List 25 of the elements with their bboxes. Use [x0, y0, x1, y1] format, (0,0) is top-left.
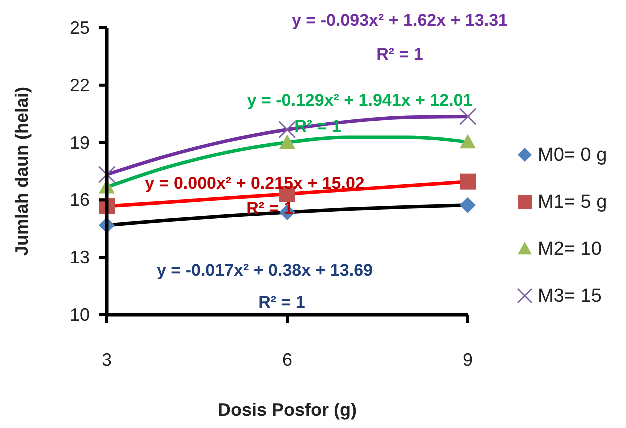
y-tick-label: 16	[70, 190, 90, 210]
point	[98, 166, 116, 184]
legend-label: M2= 10	[538, 238, 602, 260]
annotation: y = -0.093x² + 1.62x + 13.31 R² = 1	[292, 10, 508, 64]
y-tick-label: 22	[70, 75, 90, 96]
x-tick-label: 6	[282, 350, 293, 370]
annotation: y = -0.017x² + 0.38x + 13.69 R² = 1	[157, 260, 373, 312]
legend-label: M3= 15	[538, 286, 602, 306]
y-axis-title: Jumlah daun (helai)	[12, 86, 32, 256]
y-tick-label: 10	[70, 305, 90, 325]
point	[278, 121, 296, 139]
x-tick-label: 3	[102, 350, 112, 370]
y-tick-label: 13	[70, 248, 90, 268]
point	[280, 134, 296, 150]
x-tick-label: 9	[462, 350, 474, 370]
x-axis-title: Dosis Posfor (g)	[218, 400, 358, 420]
legend-label: M0= 0 g	[538, 144, 608, 166]
point	[460, 174, 476, 190]
point	[459, 108, 477, 126]
point	[460, 134, 476, 149]
line-series	[105, 115, 470, 177]
y-tick-label: 25	[70, 18, 90, 38]
y-tick-label: 19	[70, 132, 90, 153]
legend-label: M1= 5 g	[538, 192, 608, 212]
point	[460, 197, 476, 214]
